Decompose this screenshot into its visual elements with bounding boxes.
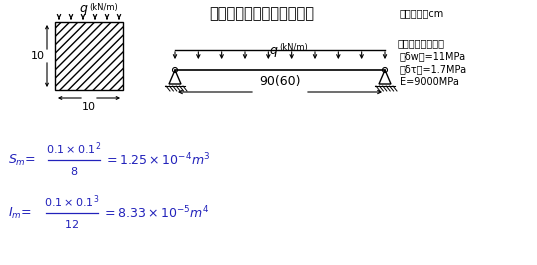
Text: $8$: $8$: [70, 165, 78, 177]
Text: $0.1\times0.1^{3}$: $0.1\times0.1^{3}$: [44, 194, 100, 210]
Text: (kN/m): (kN/m): [279, 43, 308, 52]
Text: $=8.33\times10^{-5}m^{4}$: $=8.33\times10^{-5}m^{4}$: [102, 205, 209, 221]
Text: $0.1\times0.1^{2}$: $0.1\times0.1^{2}$: [46, 141, 101, 157]
Text: 10: 10: [31, 51, 45, 61]
Text: $I_{m}$=: $I_{m}$=: [8, 205, 32, 220]
Text: 底模下横桥向方木受力简图: 底模下横桥向方木受力简图: [209, 6, 315, 21]
Text: ［δτ］=1.7MPa: ［δτ］=1.7MPa: [400, 64, 467, 74]
Text: 方木材质为杉木，: 方木材质为杉木，: [398, 38, 445, 48]
Text: E=9000MPa: E=9000MPa: [400, 77, 459, 87]
Text: $12$: $12$: [64, 218, 79, 230]
Text: 90(60): 90(60): [259, 75, 301, 88]
Text: $=1.25\times10^{-4}m^{3}$: $=1.25\times10^{-4}m^{3}$: [104, 152, 211, 168]
Text: 尺寸单位：cm: 尺寸单位：cm: [400, 8, 444, 18]
Text: $S_{m}$=: $S_{m}$=: [8, 152, 36, 167]
Text: 10: 10: [82, 102, 96, 112]
Text: ［δw］=11MPa: ［δw］=11MPa: [400, 51, 466, 61]
Bar: [55, 22, 123, 90]
Text: q: q: [79, 2, 87, 15]
Text: (kN/m): (kN/m): [89, 3, 118, 12]
Text: q: q: [269, 44, 277, 57]
